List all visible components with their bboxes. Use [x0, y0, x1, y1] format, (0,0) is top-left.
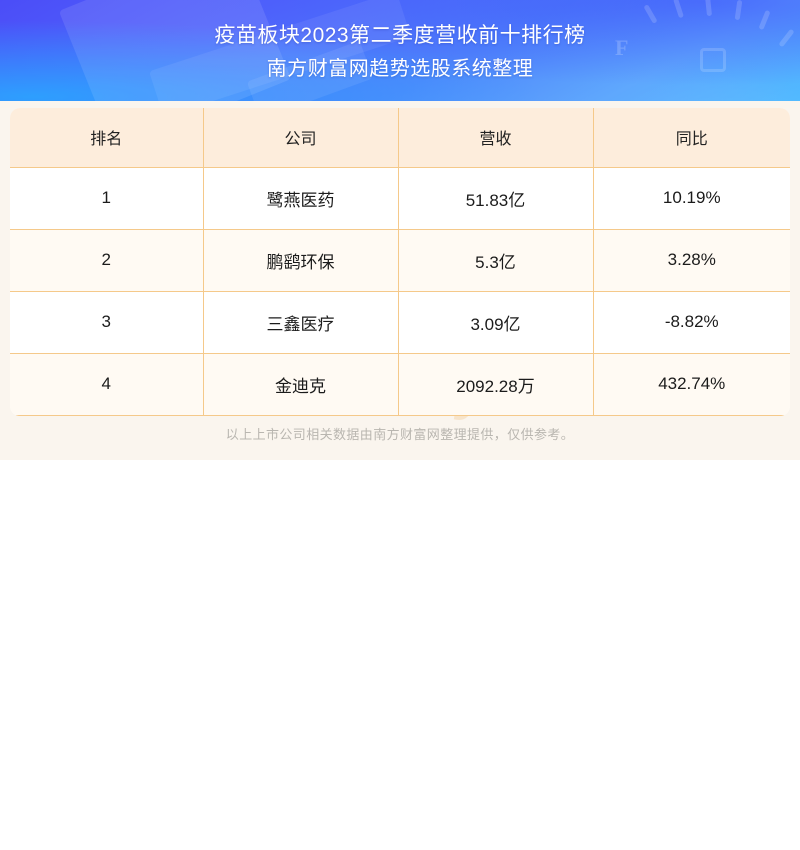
- cell-revenue: 2092.28万: [398, 353, 594, 416]
- table-header-row: 排名 公司 营收 同比: [10, 108, 790, 168]
- cell-company: 鹭燕医药: [203, 167, 399, 230]
- cell-yoy: 3.28%: [593, 229, 790, 292]
- banner-text-block: 疫苗板块2023第二季度营收前十排行榜 南方财富网趋势选股系统整理: [0, 0, 800, 84]
- cell-yoy: -8.82%: [593, 291, 790, 354]
- cell-company: 鹏鹞环保: [203, 229, 399, 292]
- ranking-table: 排名 公司 营收 同比 1 鹭燕医药 51.83亿 10.19% 2 鹏鹞环保 …: [10, 108, 790, 416]
- table-row: 1 鹭燕医药 51.83亿 10.19%: [10, 167, 790, 230]
- cell-company: 金迪克: [203, 353, 399, 416]
- column-header-yoy: 同比: [593, 108, 790, 168]
- cell-rank: 2: [10, 229, 204, 292]
- cell-yoy: 432.74%: [593, 353, 790, 416]
- cell-rank: 3: [10, 291, 204, 354]
- table-body: 1 鹭燕医药 51.83亿 10.19% 2 鹏鹞环保 5.3亿 3.28% 3…: [10, 167, 790, 416]
- table-row: 4 金迪克 2092.28万 432.74%: [10, 353, 790, 416]
- page-banner: F 疫苗板块2023第二季度营收前十排行榜 南方财富网趋势选股系统整理: [0, 0, 800, 101]
- ranking-table-container: 排名 公司 营收 同比 1 鹭燕医药 51.83亿 10.19% 2 鹏鹞环保 …: [10, 108, 790, 416]
- cell-revenue: 5.3亿: [398, 229, 594, 292]
- column-header-company: 公司: [203, 108, 399, 168]
- fuel-gauge-icon: [700, 48, 726, 72]
- table-header: 排名 公司 营收 同比: [10, 108, 790, 168]
- page-subtitle: 南方财富网趋势选股系统整理: [266, 57, 534, 80]
- page-title: 疫苗板块2023第二季度营收前十排行榜: [214, 24, 586, 47]
- table-row: 2 鹏鹞环保 5.3亿 3.28%: [10, 229, 790, 292]
- cell-rank: 1: [10, 167, 204, 230]
- table-footnote: 以上上市公司相关数据由南方财富网整理提供，仅供参考。: [225, 427, 575, 442]
- gauge-letter-icon: F: [615, 35, 629, 60]
- cell-yoy: 10.19%: [593, 167, 790, 230]
- table-row: 3 三鑫医疗 3.09亿 -8.82%: [10, 291, 790, 354]
- cell-company: 三鑫医疗: [203, 291, 399, 354]
- column-header-revenue: 营收: [398, 108, 594, 168]
- cell-revenue: 3.09亿: [398, 291, 594, 354]
- column-header-rank: 排名: [10, 108, 204, 168]
- cell-revenue: 51.83亿: [398, 167, 594, 230]
- cell-rank: 4: [10, 353, 204, 416]
